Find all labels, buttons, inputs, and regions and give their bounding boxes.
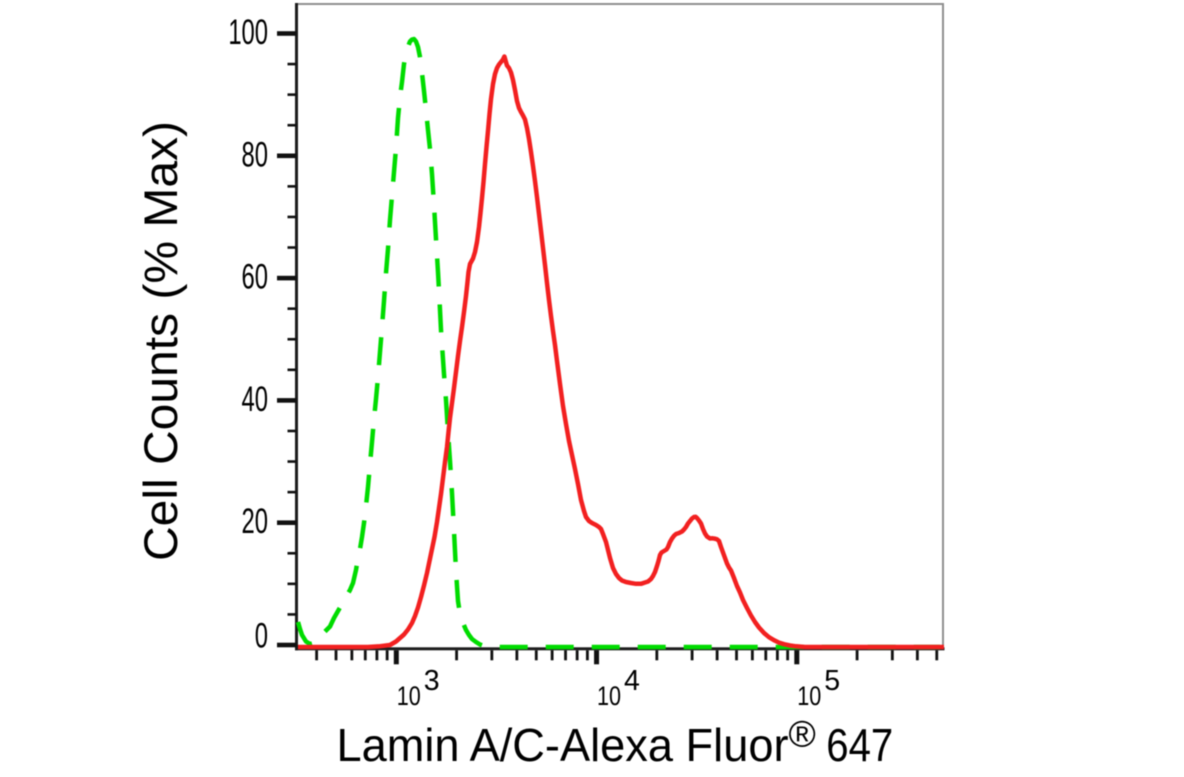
svg-text:60: 60 xyxy=(242,258,268,297)
svg-text:Lamin A/C-Alexa Fluor®647: Lamin A/C-Alexa Fluor® 647 xyxy=(337,714,894,771)
svg-text:5: 5 xyxy=(824,665,840,697)
svg-text:10: 10 xyxy=(597,682,621,712)
svg-text:Cell Counts (% Max): Cell Counts (% Max) xyxy=(134,121,187,561)
svg-text:4: 4 xyxy=(624,665,640,697)
svg-text:0: 0 xyxy=(255,617,268,656)
svg-text:40: 40 xyxy=(242,380,268,419)
svg-text:3: 3 xyxy=(424,665,440,697)
svg-text:80: 80 xyxy=(242,136,268,175)
svg-text:20: 20 xyxy=(242,503,268,542)
svg-text:100: 100 xyxy=(228,14,268,53)
svg-text:10: 10 xyxy=(797,682,821,712)
svg-text:10: 10 xyxy=(397,682,421,712)
